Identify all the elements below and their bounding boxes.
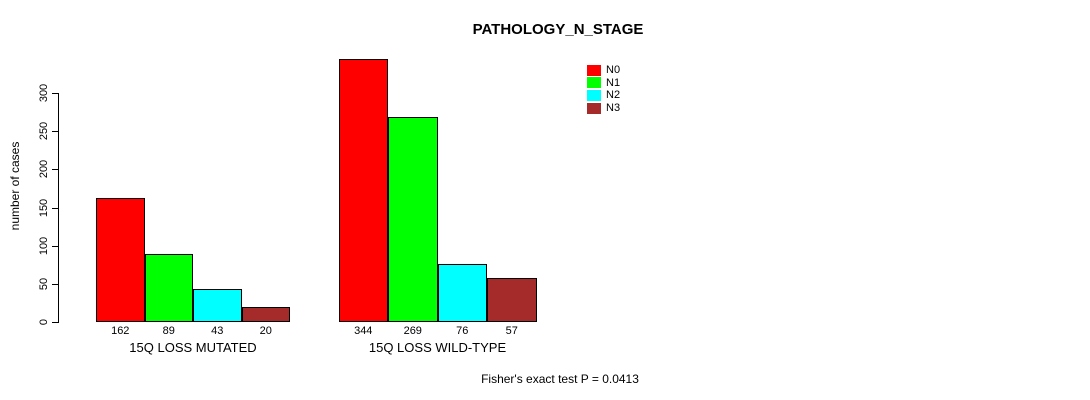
bar-value-n2-group2: 76 — [456, 325, 469, 337]
bar-value-n0-group1: 162 — [111, 325, 130, 337]
category-label-group1: 15Q LOSS MUTATED — [129, 340, 257, 355]
y-tick-50 — [52, 283, 59, 285]
fishers-test-footnote: Fisher's exact test P = 0.0413 — [481, 372, 639, 386]
y-tick-300 — [52, 93, 59, 94]
legend-label-n1: N1 — [606, 76, 621, 89]
category-label-group2: 15Q LOSS WILD-TYPE — [368, 340, 507, 355]
y-tick-label-300: 300 — [38, 83, 50, 103]
legend-swatch-n2 — [587, 89, 601, 101]
bar-value-n0-group2: 344 — [354, 325, 373, 337]
bar-n0-group1 — [96, 198, 145, 322]
y-tick-label-100: 100 — [38, 236, 50, 255]
y-tick-150 — [52, 207, 59, 209]
bar-n1-group1 — [144, 254, 193, 322]
y-tick-label-50: 50 — [38, 277, 50, 290]
bar-n3-group1 — [241, 306, 290, 322]
y-tick-100 — [52, 245, 59, 247]
legend-swatch-n1 — [587, 77, 601, 89]
legend-swatch-n0 — [587, 64, 601, 76]
y-tick-0 — [52, 322, 59, 323]
bar-value-n1-group1: 89 — [162, 325, 175, 337]
chart-title: PATHOLOGY_N_STAGE — [472, 21, 644, 38]
legend-label-n3: N3 — [606, 102, 621, 115]
y-tick-label-200: 200 — [38, 160, 50, 179]
y-tick-label-250: 250 — [38, 121, 50, 141]
y-tick-label-150: 150 — [38, 198, 50, 217]
bar-value-n2-group1: 43 — [211, 325, 224, 337]
y-axis-label: number of cases — [8, 141, 22, 231]
y-tick-250 — [52, 131, 59, 133]
bar-value-n3-group1: 20 — [259, 325, 272, 337]
y-tick-200 — [52, 169, 59, 171]
bar-n2-group2 — [437, 263, 487, 322]
legend-swatch-n3 — [587, 102, 601, 114]
bar-value-n1-group2: 269 — [403, 325, 422, 337]
bar-n2-group1 — [193, 289, 242, 322]
y-tick-label-0: 0 — [38, 318, 50, 326]
bar-value-n3-group2: 57 — [505, 325, 518, 337]
bar-n0-group2 — [338, 59, 388, 322]
bar-n3-group2 — [487, 278, 537, 322]
legend-label-n2: N2 — [606, 89, 621, 102]
bar-n1-group2 — [388, 116, 438, 322]
legend-label-n0: N0 — [606, 64, 621, 76]
